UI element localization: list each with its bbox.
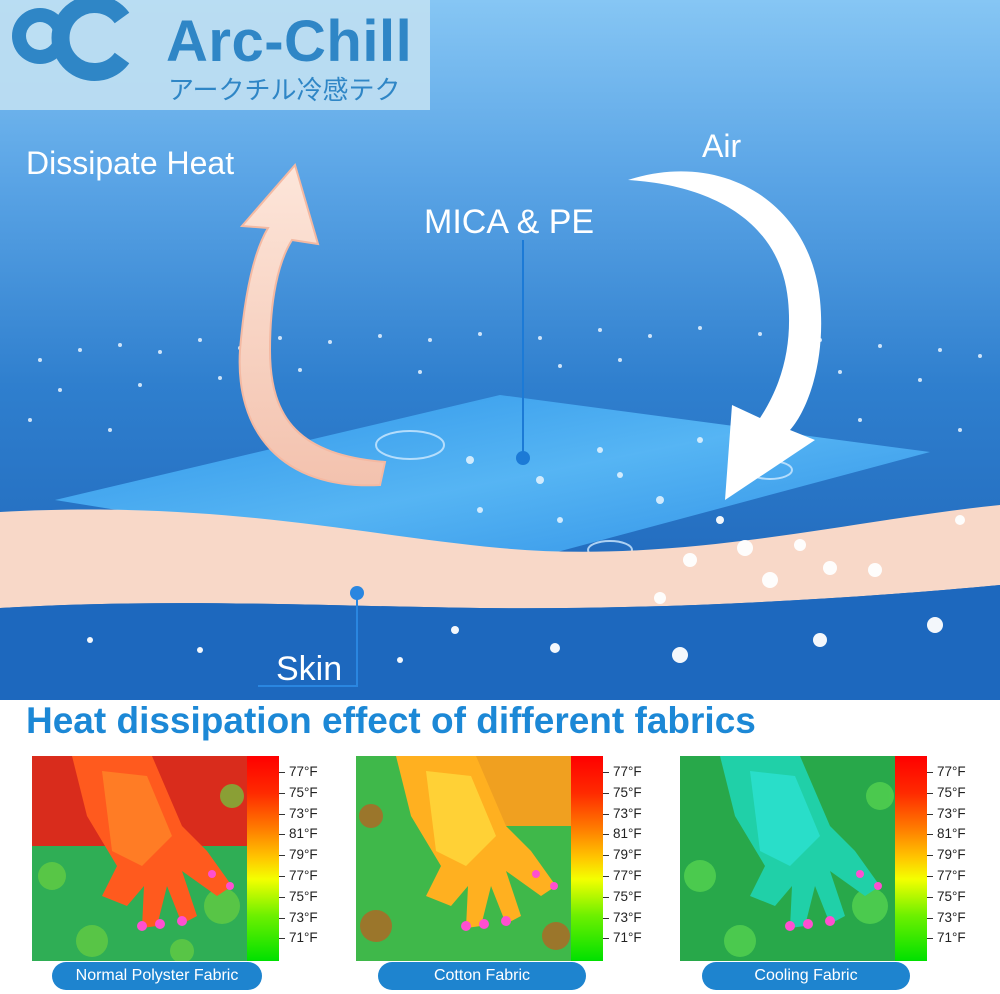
fabric-label-cotton: Cotton Fabric bbox=[378, 962, 586, 990]
scale-label: 75°F bbox=[279, 783, 339, 804]
thermal-image-cooling bbox=[680, 756, 895, 961]
scale-label: 71°F bbox=[927, 928, 987, 949]
scale-label: 75°F bbox=[603, 887, 663, 908]
particle-horizon bbox=[28, 326, 982, 432]
temperature-scale-labels: 77°F 75°F 73°F 81°F 79°F 77°F 75°F 73°F … bbox=[927, 762, 987, 949]
scale-label: 77°F bbox=[279, 762, 339, 783]
scale-label: 79°F bbox=[279, 845, 339, 866]
scale-label: 71°F bbox=[603, 928, 663, 949]
scale-label: 75°F bbox=[279, 887, 339, 908]
thermal-panel-polyester: 77°F 75°F 73°F 81°F 79°F 77°F 75°F 73°F … bbox=[32, 756, 332, 961]
thermal-image-polyester bbox=[32, 756, 247, 961]
scale-label: 73°F bbox=[603, 908, 663, 929]
dissipate-heat-arrow bbox=[238, 162, 387, 487]
scale-label: 73°F bbox=[603, 804, 663, 825]
temperature-scale-bar bbox=[247, 756, 279, 961]
scale-label: 81°F bbox=[279, 824, 339, 845]
skin-pointer-dot bbox=[350, 586, 364, 600]
scale-label: 81°F bbox=[603, 824, 663, 845]
thermal-image-cotton bbox=[356, 756, 571, 961]
brand-subtitle: アークチル冷感テク bbox=[168, 75, 401, 105]
skin-layer bbox=[0, 505, 1000, 609]
skin-label: Skin bbox=[276, 650, 343, 688]
thermal-panel-cotton: 77°F 75°F 73°F 81°F 79°F 77°F 75°F 73°F … bbox=[356, 756, 656, 961]
scale-label: 75°F bbox=[927, 783, 987, 804]
layer-material-label: MICA & PE bbox=[424, 203, 595, 241]
temperature-scale-bar bbox=[895, 756, 927, 961]
scale-label: 75°F bbox=[927, 887, 987, 908]
fabric-label-polyester: Normal Polyster Fabric bbox=[52, 962, 262, 990]
temperature-scale-bar bbox=[571, 756, 603, 961]
scale-label: 79°F bbox=[927, 845, 987, 866]
scale-label: 77°F bbox=[927, 762, 987, 783]
dissipate-heat-label: Dissipate Heat bbox=[26, 145, 235, 181]
scale-label: 77°F bbox=[603, 866, 663, 887]
hero-illustration: Arc-Chill アークチル冷感テク Dissipate Heat Air M… bbox=[0, 0, 1000, 700]
bubbles bbox=[87, 515, 965, 663]
brand-banner: Arc-Chill アークチル冷感テク bbox=[0, 0, 430, 110]
temperature-scale-labels: 77°F 75°F 73°F 81°F 79°F 77°F 75°F 73°F … bbox=[279, 762, 339, 949]
fabric-label-cooling: Cooling Fabric bbox=[702, 962, 910, 990]
scale-label: 73°F bbox=[279, 908, 339, 929]
scale-label: 71°F bbox=[279, 928, 339, 949]
temperature-scale-labels: 77°F 75°F 73°F 81°F 79°F 77°F 75°F 73°F … bbox=[603, 762, 663, 949]
cooling-diagram bbox=[0, 0, 1000, 700]
scale-label: 81°F bbox=[927, 824, 987, 845]
scale-label: 79°F bbox=[603, 845, 663, 866]
scale-label: 73°F bbox=[927, 908, 987, 929]
air-arrow bbox=[628, 171, 822, 500]
air-label: Air bbox=[702, 128, 742, 164]
scale-label: 77°F bbox=[603, 762, 663, 783]
scale-label: 73°F bbox=[927, 804, 987, 825]
brand-name: Arc-Chill bbox=[166, 9, 413, 74]
scale-label: 77°F bbox=[927, 866, 987, 887]
scale-label: 73°F bbox=[279, 804, 339, 825]
arc-chill-logo-icon bbox=[12, 0, 130, 81]
comparison-title: Heat dissipation effect of different fab… bbox=[26, 700, 756, 741]
scale-label: 75°F bbox=[603, 783, 663, 804]
scale-label: 77°F bbox=[279, 866, 339, 887]
layer-pointer-dot bbox=[516, 451, 530, 465]
thermal-panel-cooling: 77°F 75°F 73°F 81°F 79°F 77°F 75°F 73°F … bbox=[680, 756, 980, 961]
